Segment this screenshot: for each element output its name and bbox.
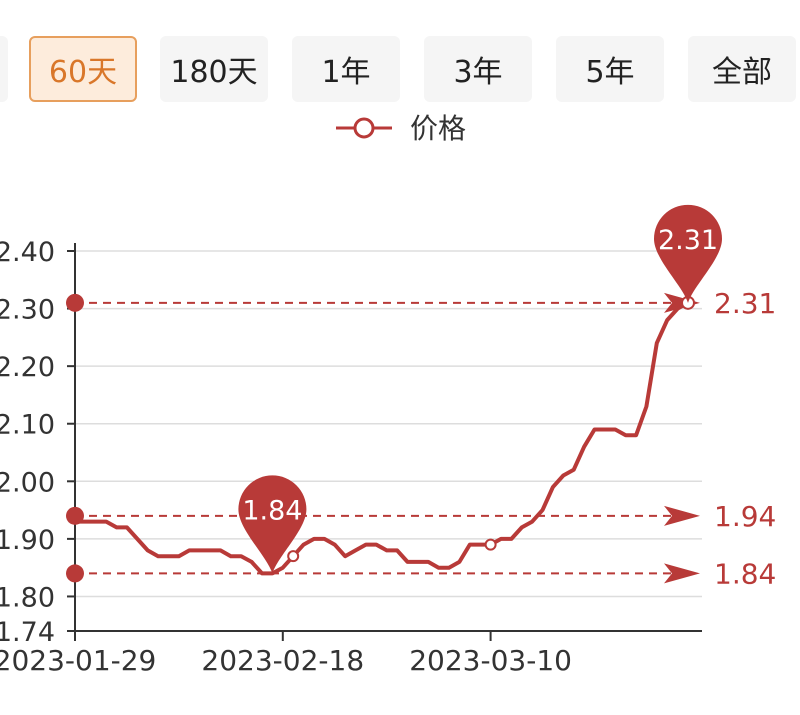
tab-3-years-label: 3年 <box>453 55 503 90</box>
pin-marker <box>238 475 307 574</box>
y-tick-label: 1.90 <box>0 525 55 556</box>
tab-1-year-label: 1年 <box>321 55 371 90</box>
mark-line-label: 1.84 <box>714 557 776 590</box>
mark-line-label: 2.31 <box>714 287 776 320</box>
mark-line-dot <box>66 293 84 312</box>
x-tick-label: 2023-01-29 <box>0 644 156 677</box>
y-tick-label: 1.74 <box>0 617 55 648</box>
pin-marker <box>654 204 722 303</box>
tab-60-days-label: 60天 <box>48 55 118 90</box>
y-tick-label: 2.10 <box>0 410 55 441</box>
y-tick-label: 1.80 <box>0 582 55 613</box>
y-tick-label: 2.00 <box>0 467 55 498</box>
legend-label: 价格 <box>410 112 466 145</box>
y-tick-label: 2.40 <box>0 237 55 268</box>
tab-180-days-label: 180天 <box>170 55 258 90</box>
price-line-chart: 价格2.402.302.202.102.001.901.801.742023-0… <box>0 112 776 677</box>
mark-line-arrow <box>664 505 700 526</box>
pin-label: 1.84 <box>242 495 302 526</box>
x-tick-label: 2023-02-18 <box>201 644 364 677</box>
tab-60-days[interactable]: 60天 <box>29 36 137 102</box>
price-series-line <box>75 301 689 576</box>
tab-5-years[interactable]: 5年 <box>556 36 664 102</box>
range-tabs: 60天 180天 1年 3年 5年 全部 <box>0 36 800 104</box>
pin-label: 2.31 <box>658 225 718 256</box>
tab-1-year[interactable]: 1年 <box>292 36 400 102</box>
mark-line-label: 1.94 <box>714 500 776 533</box>
mark-line-dot <box>66 564 84 583</box>
tab-3-years[interactable]: 3年 <box>424 36 532 102</box>
y-tick-label: 2.20 <box>0 352 55 383</box>
legend-marker-swatch <box>353 117 375 139</box>
tab-5-years-label: 5年 <box>585 55 635 90</box>
tab-partial-left[interactable] <box>0 36 8 102</box>
tab-all[interactable]: 全部 <box>688 36 796 102</box>
tab-all-label: 全部 <box>712 55 772 90</box>
tab-180-days[interactable]: 180天 <box>160 36 268 102</box>
x-tick-label: 2023-03-10 <box>409 644 572 677</box>
series-point <box>287 550 300 563</box>
mark-line-arrow <box>664 563 700 584</box>
y-tick-label: 2.30 <box>0 295 55 326</box>
series-point <box>484 538 497 551</box>
